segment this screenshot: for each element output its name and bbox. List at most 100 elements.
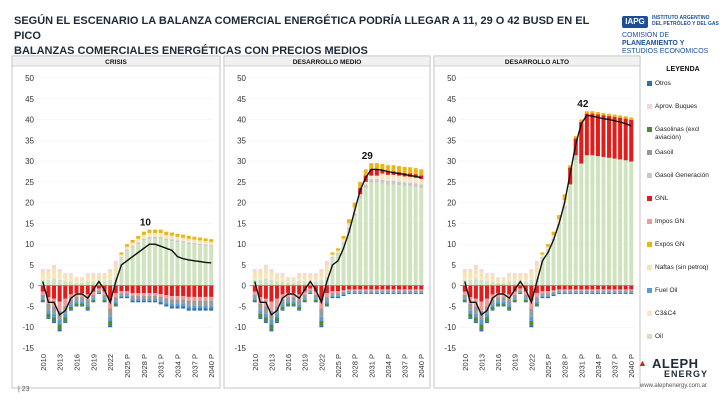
bar-segment-negative	[479, 319, 484, 325]
bar-segment-negative	[63, 313, 68, 318]
bar-segment-positive	[408, 167, 413, 175]
bar-segment-negative	[324, 303, 329, 306]
bar-segment-negative	[468, 303, 473, 311]
x-tick-label: 2010	[461, 354, 470, 371]
bar-segment-positive	[181, 234, 186, 238]
bar-segment-positive	[192, 239, 197, 242]
bar-segment-negative	[352, 290, 357, 293]
bar-segment-positive	[546, 248, 550, 250]
bar-segment-negative	[496, 292, 501, 298]
bar-segment-positive	[507, 275, 512, 279]
bar-segment-negative	[192, 305, 197, 309]
bar-segment-positive	[158, 236, 163, 239]
bar-segment-positive	[158, 229, 163, 233]
bar-segment-positive	[336, 250, 340, 253]
y-tick-label: 0	[452, 282, 457, 291]
bar-segment-negative	[397, 285, 402, 290]
bar-segment-negative	[40, 294, 45, 299]
bar-segment-negative	[607, 293, 612, 294]
bar-segment-negative	[618, 290, 623, 293]
bar-segment-positive	[147, 238, 152, 286]
bar-segment-positive	[369, 175, 374, 180]
bar-segment-positive	[468, 269, 473, 273]
bar-segment-negative	[302, 294, 307, 299]
bar-segment-gnl	[369, 169, 374, 176]
bar-segment-negative	[324, 292, 329, 298]
bar-segment-negative	[369, 292, 374, 294]
bar-segment-negative	[197, 296, 202, 301]
bar-segment-positive	[380, 183, 385, 286]
bar-segment-positive	[209, 246, 214, 286]
bar-segment-negative	[252, 285, 257, 292]
bar-segment-negative	[186, 305, 191, 309]
x-tick-label: 2040 P	[417, 354, 426, 378]
bar-segment-negative	[347, 285, 352, 290]
bar-segment-negative	[46, 310, 51, 314]
bar-segment-negative	[186, 285, 191, 297]
bar-segment-negative	[46, 313, 51, 318]
bar-segment-positive	[473, 278, 478, 286]
bar-segment-negative	[209, 296, 214, 301]
y-tick-label: 25	[237, 178, 246, 187]
bar-segment-negative	[297, 309, 302, 311]
bar-segment-positive	[319, 269, 324, 273]
bar-segment-positive	[209, 241, 214, 244]
bar-segment-positive	[52, 264, 57, 270]
bar-segment-positive	[408, 182, 413, 187]
bar-segment-positive	[380, 171, 385, 177]
bar-segment-positive	[124, 246, 130, 249]
bar-segment-positive	[136, 238, 141, 241]
bar-segment-positive	[136, 243, 141, 286]
x-tick-label: 2016	[284, 354, 293, 371]
bar-segment-positive	[529, 279, 534, 286]
bar-segment-positive	[408, 186, 413, 286]
bar-segment-positive	[280, 281, 285, 286]
bar-segment-positive	[336, 252, 340, 254]
bar-segment-positive	[269, 279, 274, 286]
bar-segment-negative	[512, 298, 517, 300]
bar-segment-negative	[141, 298, 146, 301]
chart-panel: DESARROLLO ALTO50454035302520151050-5-10…	[433, 55, 641, 389]
bar-segment-positive	[358, 195, 363, 199]
bar-segment-positive	[518, 281, 523, 286]
bar-segment-negative	[40, 298, 45, 300]
bar-segment-negative	[324, 285, 329, 293]
bar-segment-negative	[473, 306, 478, 314]
bar-segment-negative	[102, 294, 107, 299]
bar-segment-negative	[124, 295, 130, 297]
bar-segment-negative	[413, 293, 418, 294]
bar-segment-positive	[52, 269, 57, 275]
bar-segment-positive	[385, 184, 390, 286]
bar-segment-negative	[297, 285, 302, 295]
bar-segment-negative	[573, 290, 578, 293]
bar-segment-negative	[341, 295, 346, 297]
bar-segment-positive	[252, 276, 257, 280]
bar-segment-positive	[507, 281, 512, 286]
bar-segment-negative	[579, 290, 584, 293]
bar-segment-positive	[612, 141, 617, 286]
x-tick-label: 2037 P	[401, 354, 410, 378]
bar-segment-positive	[141, 238, 146, 241]
bar-segment-positive	[562, 206, 567, 209]
bar-segment-positive	[374, 182, 379, 286]
bar-segment-positive	[297, 278, 302, 282]
bar-segment-positive	[280, 278, 285, 282]
bar-segment-positive	[308, 273, 313, 276]
bar-segment-positive	[518, 278, 523, 282]
bar-segment-negative	[319, 308, 324, 317]
x-tick-label: 2010	[251, 354, 260, 371]
bar-segment-gnl	[385, 171, 390, 175]
bar-segment-negative	[313, 299, 318, 302]
bar-segment-negative	[308, 290, 313, 292]
bar-segment-negative	[380, 292, 385, 294]
iapg-badge: IAPG	[622, 16, 648, 28]
x-tick-label: 2037 P	[190, 354, 199, 378]
bar-segment-positive	[341, 243, 346, 286]
bar-segment-negative	[57, 319, 62, 325]
bar-segment-positive	[141, 231, 146, 235]
bar-segment-positive	[181, 241, 186, 243]
brand-url: www.alephenergy.com.ar	[640, 383, 707, 389]
bar-segment-negative	[197, 300, 202, 306]
bar-segment-negative	[91, 298, 96, 300]
bar-segment-positive	[280, 275, 285, 279]
